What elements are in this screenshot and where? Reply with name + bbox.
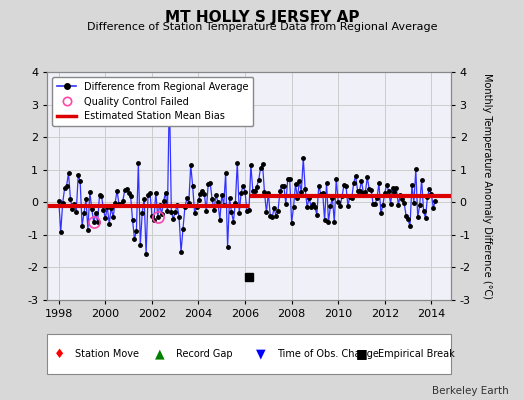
Y-axis label: Monthly Temperature Anomaly Difference (°C): Monthly Temperature Anomaly Difference (… <box>482 73 492 299</box>
Text: ▲: ▲ <box>155 348 165 360</box>
Text: ♦: ♦ <box>53 348 65 360</box>
Text: MT HOLLY S JERSEY AP: MT HOLLY S JERSEY AP <box>165 10 359 25</box>
Text: Record Gap: Record Gap <box>176 349 233 359</box>
Text: Berkeley Earth: Berkeley Earth <box>432 386 508 396</box>
Text: Station Move: Station Move <box>75 349 139 359</box>
Text: Time of Obs. Change: Time of Obs. Change <box>277 349 379 359</box>
Text: Difference of Station Temperature Data from Regional Average: Difference of Station Temperature Data f… <box>87 22 437 32</box>
Legend: Difference from Regional Average, Quality Control Failed, Estimated Station Mean: Difference from Regional Average, Qualit… <box>52 77 254 126</box>
Text: ■: ■ <box>356 348 368 360</box>
Text: ▼: ▼ <box>256 348 266 360</box>
Text: Empirical Break: Empirical Break <box>378 349 454 359</box>
